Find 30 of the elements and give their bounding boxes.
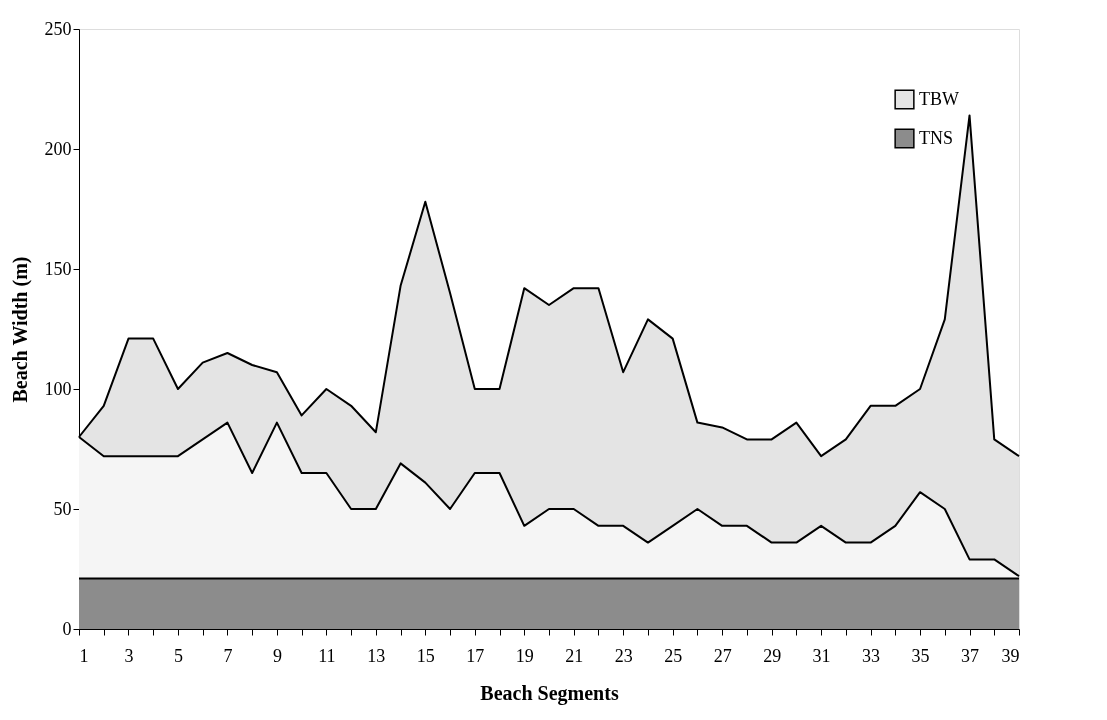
- x-tick-label: 3: [124, 645, 134, 666]
- x-tick-label: 5: [173, 645, 183, 666]
- x-tick-label: 39: [1001, 645, 1020, 666]
- x-tick-label: 35: [911, 645, 930, 666]
- x-tick-label: 25: [664, 645, 683, 666]
- x-tick-label: 9: [272, 645, 282, 666]
- x-tick-label: 31: [812, 645, 831, 666]
- x-tick-label: 17: [466, 645, 485, 666]
- x-tick-label: 37: [961, 645, 980, 666]
- x-tick-label: 15: [416, 645, 435, 666]
- x-tick-label: 33: [862, 645, 881, 666]
- legend-label: TNS: [919, 127, 954, 148]
- y-tick-label: 50: [53, 498, 72, 519]
- y-axis-title: Beach Width (m): [8, 256, 32, 403]
- x-tick-label: 13: [367, 645, 386, 666]
- y-tick-label: 200: [44, 138, 72, 159]
- x-tick-label: 23: [614, 645, 633, 666]
- y-tick-label: 0: [62, 618, 72, 639]
- x-tick-label: 1: [79, 645, 89, 666]
- x-tick-label: 19: [515, 645, 534, 666]
- y-tick-label: 100: [44, 378, 72, 399]
- x-axis-title: Beach Segments: [480, 681, 619, 705]
- x-tick-label: 27: [713, 645, 732, 666]
- x-tick-label: 29: [763, 645, 782, 666]
- legend-label: TBW: [919, 88, 959, 109]
- x-tick-label: 11: [318, 645, 336, 666]
- y-tick-label: 150: [44, 258, 72, 279]
- x-tick-label: 7: [223, 645, 233, 666]
- y-tick-label: 250: [44, 18, 72, 39]
- x-tick-label: 21: [565, 645, 584, 666]
